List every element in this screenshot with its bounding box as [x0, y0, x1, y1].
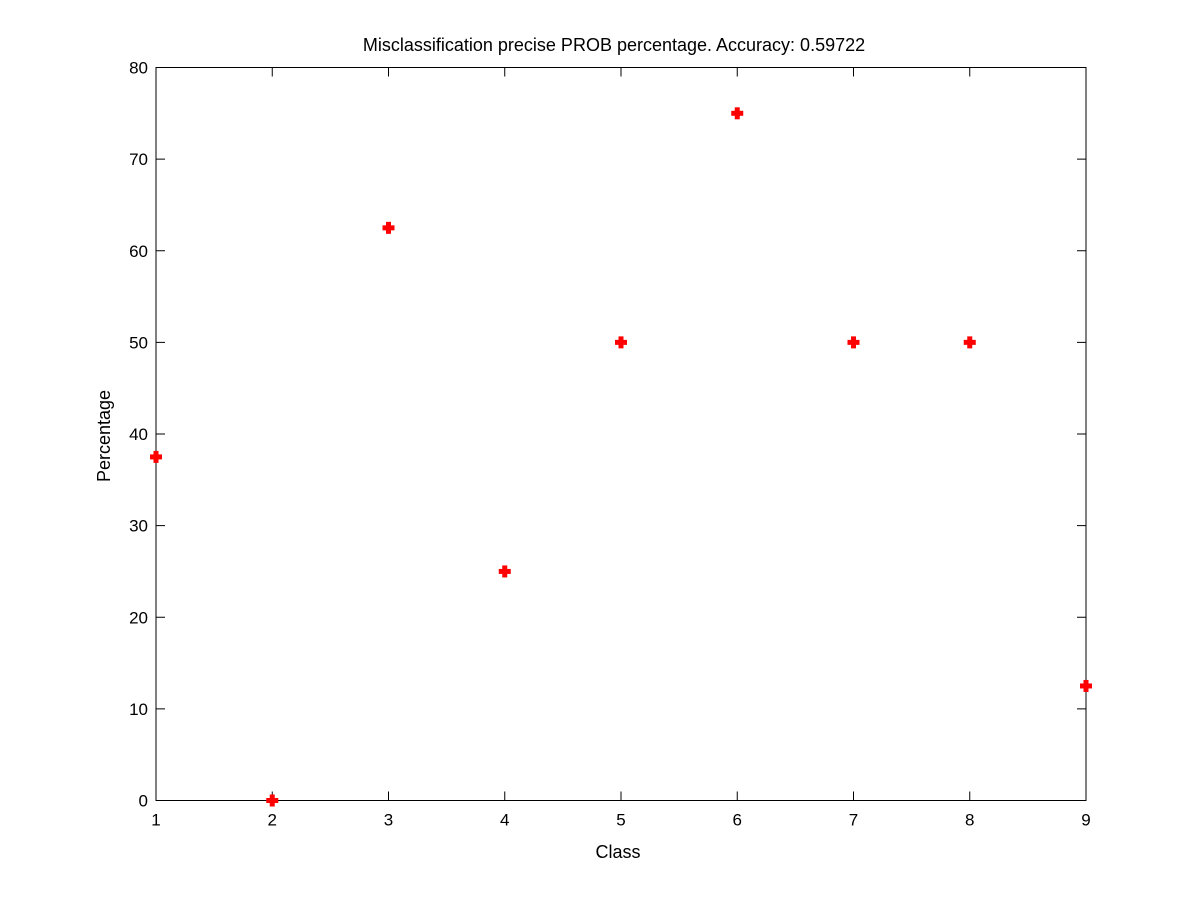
data-point: [963, 336, 976, 349]
x-tick-label: 2: [268, 811, 277, 830]
x-tick-label: 5: [616, 811, 625, 830]
x-tick-label: 7: [849, 811, 858, 830]
y-tick-label: 40: [129, 425, 148, 444]
y-tick-label: 50: [129, 333, 148, 352]
data-point: [266, 794, 279, 807]
data-point: [382, 221, 395, 234]
y-tick-label: 20: [129, 608, 148, 627]
data-point: [150, 450, 162, 463]
y-tick-label: 0: [139, 792, 148, 811]
data-point: [847, 336, 860, 349]
y-axis-label: Percentage: [94, 390, 114, 482]
y-tick-label: 10: [129, 700, 148, 719]
x-tick-label: 3: [384, 811, 393, 830]
x-tick-label: 8: [965, 811, 974, 830]
x-axis-label: Class: [595, 842, 640, 862]
y-axis: 0 10 20 30 40 50 60 70 80: [129, 59, 1086, 811]
y-tick-label: 60: [129, 242, 148, 261]
data-points: [150, 107, 1092, 807]
data-point: [1080, 679, 1092, 692]
y-tick-label: 80: [129, 59, 148, 78]
x-axis: 1 2 3 4 5 6 7 8 9: [151, 67, 1091, 830]
data-point: [498, 565, 511, 578]
data-point: [615, 336, 627, 349]
chart-title: Misclassification precise PROB percentag…: [363, 35, 865, 55]
plot-area-frame: [155, 67, 1087, 801]
x-tick-label: 4: [500, 811, 509, 830]
y-tick-label: 30: [129, 517, 148, 536]
x-tick-label: 1: [151, 811, 160, 830]
y-tick-label: 70: [129, 150, 148, 169]
x-tick-label: 9: [1081, 811, 1090, 830]
x-tick-label: 6: [733, 811, 742, 830]
data-point: [731, 107, 744, 120]
